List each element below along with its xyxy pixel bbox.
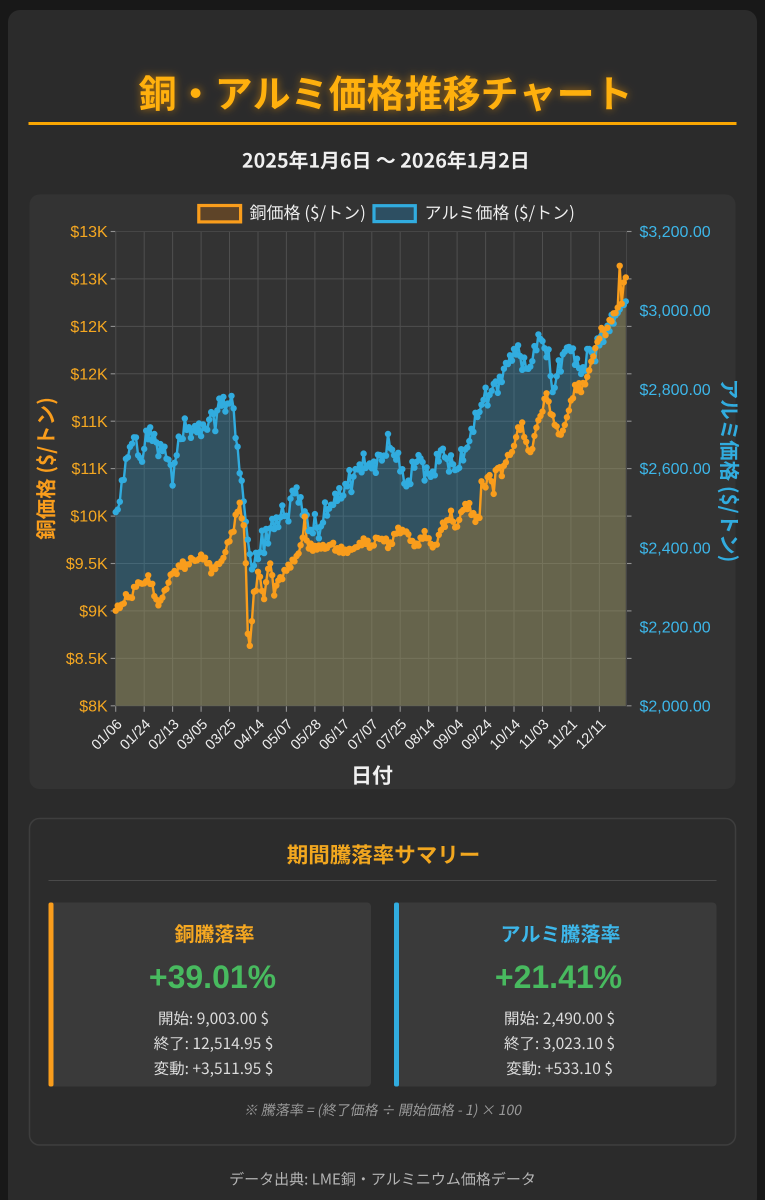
svg-text:$11K: $11K	[72, 461, 109, 478]
svg-text:$8.5K: $8.5K	[66, 651, 108, 668]
svg-text:$11K: $11K	[72, 414, 109, 431]
svg-text:$13K: $13K	[70, 272, 108, 289]
svg-text:$8K: $8K	[79, 698, 108, 715]
svg-text:$2,200.00: $2,200.00	[640, 619, 711, 636]
svg-text:$2,000.00: $2,000.00	[640, 698, 711, 715]
svg-text:$3,000.00: $3,000.00	[640, 303, 711, 320]
svg-text:+21.41%: +21.41%	[495, 959, 622, 995]
svg-text:$12K: $12K	[70, 366, 108, 383]
svg-text:+39.01%: +39.01%	[149, 959, 276, 995]
svg-text:$9.5K: $9.5K	[66, 556, 108, 573]
svg-text:$2,600.00: $2,600.00	[640, 461, 711, 478]
svg-text:$2,800.00: $2,800.00	[640, 382, 711, 399]
svg-text:$13K: $13K	[70, 224, 108, 241]
svg-text:$3,200.00: $3,200.00	[640, 224, 711, 241]
svg-text:$12K: $12K	[70, 319, 108, 336]
svg-text:$2,400.00: $2,400.00	[640, 540, 711, 557]
svg-text:$9K: $9K	[79, 604, 108, 621]
svg-text:$10K: $10K	[70, 509, 108, 526]
